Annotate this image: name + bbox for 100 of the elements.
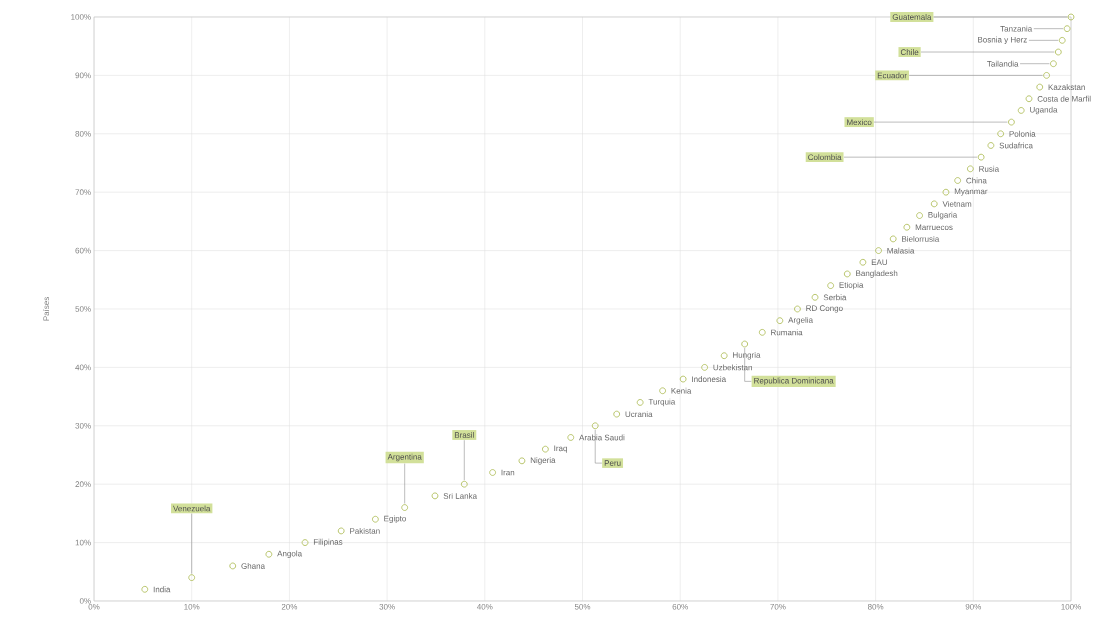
annotation: Ecuador	[877, 72, 907, 79]
point	[301, 539, 309, 546]
x-tick-label: 10%	[184, 603, 200, 610]
y-tick-label: 80%	[75, 130, 91, 137]
point	[1050, 60, 1057, 68]
x-tick-label: 60%	[672, 603, 688, 610]
x-tick-label: 80%	[867, 603, 884, 610]
data-label: Tanzania	[1000, 25, 1033, 32]
data-label: Argelia	[788, 316, 814, 325]
data-label: Iraq	[554, 445, 567, 453]
x-tick-label: 20%	[281, 603, 298, 610]
data-label: Uzbekistan	[713, 364, 752, 371]
point	[679, 375, 687, 383]
point	[843, 270, 851, 278]
data-label: Marruecos	[915, 224, 953, 231]
data-label: Indonesia	[692, 376, 727, 383]
point	[489, 469, 496, 476]
point	[337, 527, 345, 535]
x-tick-label: 70%	[770, 603, 786, 610]
data-label: Myanmar	[954, 188, 988, 196]
x-tick-label: 90%	[965, 603, 982, 610]
point	[758, 329, 766, 336]
y-tick-label: 30%	[75, 422, 91, 429]
point	[431, 492, 439, 500]
x-tick-label: 30%	[379, 603, 395, 610]
point	[401, 504, 409, 511]
annotation: Guatemala	[892, 14, 932, 20]
point	[942, 188, 950, 196]
data-label: Malasia	[887, 247, 915, 254]
data-label: Rumania	[771, 329, 803, 336]
annotation: Republica Dominicana	[754, 377, 834, 386]
point	[567, 434, 575, 441]
point	[1025, 95, 1033, 103]
point	[265, 550, 273, 558]
point	[542, 445, 549, 453]
point	[188, 574, 196, 581]
y-tick-label: 0%	[79, 598, 91, 604]
y-tick-label: 90%	[75, 72, 91, 79]
point	[987, 142, 995, 149]
data-label: Kazakstan	[1048, 84, 1085, 91]
point	[141, 585, 149, 593]
data-label: Ghana	[241, 562, 266, 569]
point	[1054, 48, 1062, 56]
data-label: Costa de Marfil	[1037, 95, 1091, 102]
x-tick-label: 50%	[574, 603, 591, 610]
data-label: Etiopia	[839, 281, 864, 290]
data-label: RD Congo	[806, 305, 843, 313]
point	[776, 317, 784, 324]
point	[859, 258, 867, 266]
annotation: Colombia	[808, 154, 842, 161]
annotation: Mexico	[847, 119, 872, 126]
point	[229, 562, 237, 570]
data-label: Rusia	[979, 165, 1000, 172]
point	[997, 130, 1004, 138]
point	[875, 247, 882, 254]
point	[1058, 37, 1066, 44]
point	[720, 352, 728, 360]
point	[518, 457, 526, 465]
y-tick-label: 20%	[75, 481, 91, 488]
x-tick-label: 0%	[88, 603, 100, 610]
point	[1036, 83, 1044, 91]
y-axis-title: Países	[43, 297, 50, 321]
point	[1067, 13, 1075, 21]
y-tick-label: 70%	[75, 189, 91, 196]
point	[811, 293, 819, 301]
data-label: Bosnia y Herz	[978, 36, 1027, 45]
data-label: Tailandia	[987, 60, 1019, 67]
data-label: Sudafrica	[999, 142, 1033, 149]
annotation: Argentina	[387, 453, 422, 462]
point	[916, 212, 923, 219]
y-tick-label: 40%	[75, 364, 91, 371]
annotation: Peru	[604, 460, 621, 466]
point	[659, 387, 666, 395]
point	[460, 480, 468, 488]
point	[903, 223, 911, 231]
data-label: Filipinas	[313, 538, 343, 547]
data-label: Nigeria	[530, 457, 556, 465]
data-label: Turquia	[648, 398, 676, 407]
data-label: Serbia	[823, 294, 847, 301]
point	[967, 165, 974, 173]
data-label: Bangladesh	[856, 270, 898, 278]
point	[930, 200, 938, 208]
data-label: Iran	[501, 469, 515, 476]
data-label: Hungria	[733, 351, 761, 360]
data-label: Vietnam	[942, 200, 972, 207]
data-label: EAU	[871, 259, 888, 266]
point	[1043, 72, 1050, 79]
data-label: Sri Lanka	[443, 492, 478, 499]
point	[827, 282, 834, 289]
point	[741, 340, 749, 348]
y-tick-label: 60%	[75, 247, 91, 254]
data-label: Kenia	[671, 387, 692, 394]
y-tick-label: 10%	[75, 539, 91, 546]
point	[372, 515, 379, 523]
data-label: Egipto	[384, 515, 406, 523]
annotation: Chile	[900, 49, 919, 55]
point	[1063, 25, 1071, 32]
data-label: Bielorrusia	[902, 235, 940, 242]
data-label: Bulgaria	[928, 211, 958, 220]
data-label: India	[153, 586, 171, 593]
